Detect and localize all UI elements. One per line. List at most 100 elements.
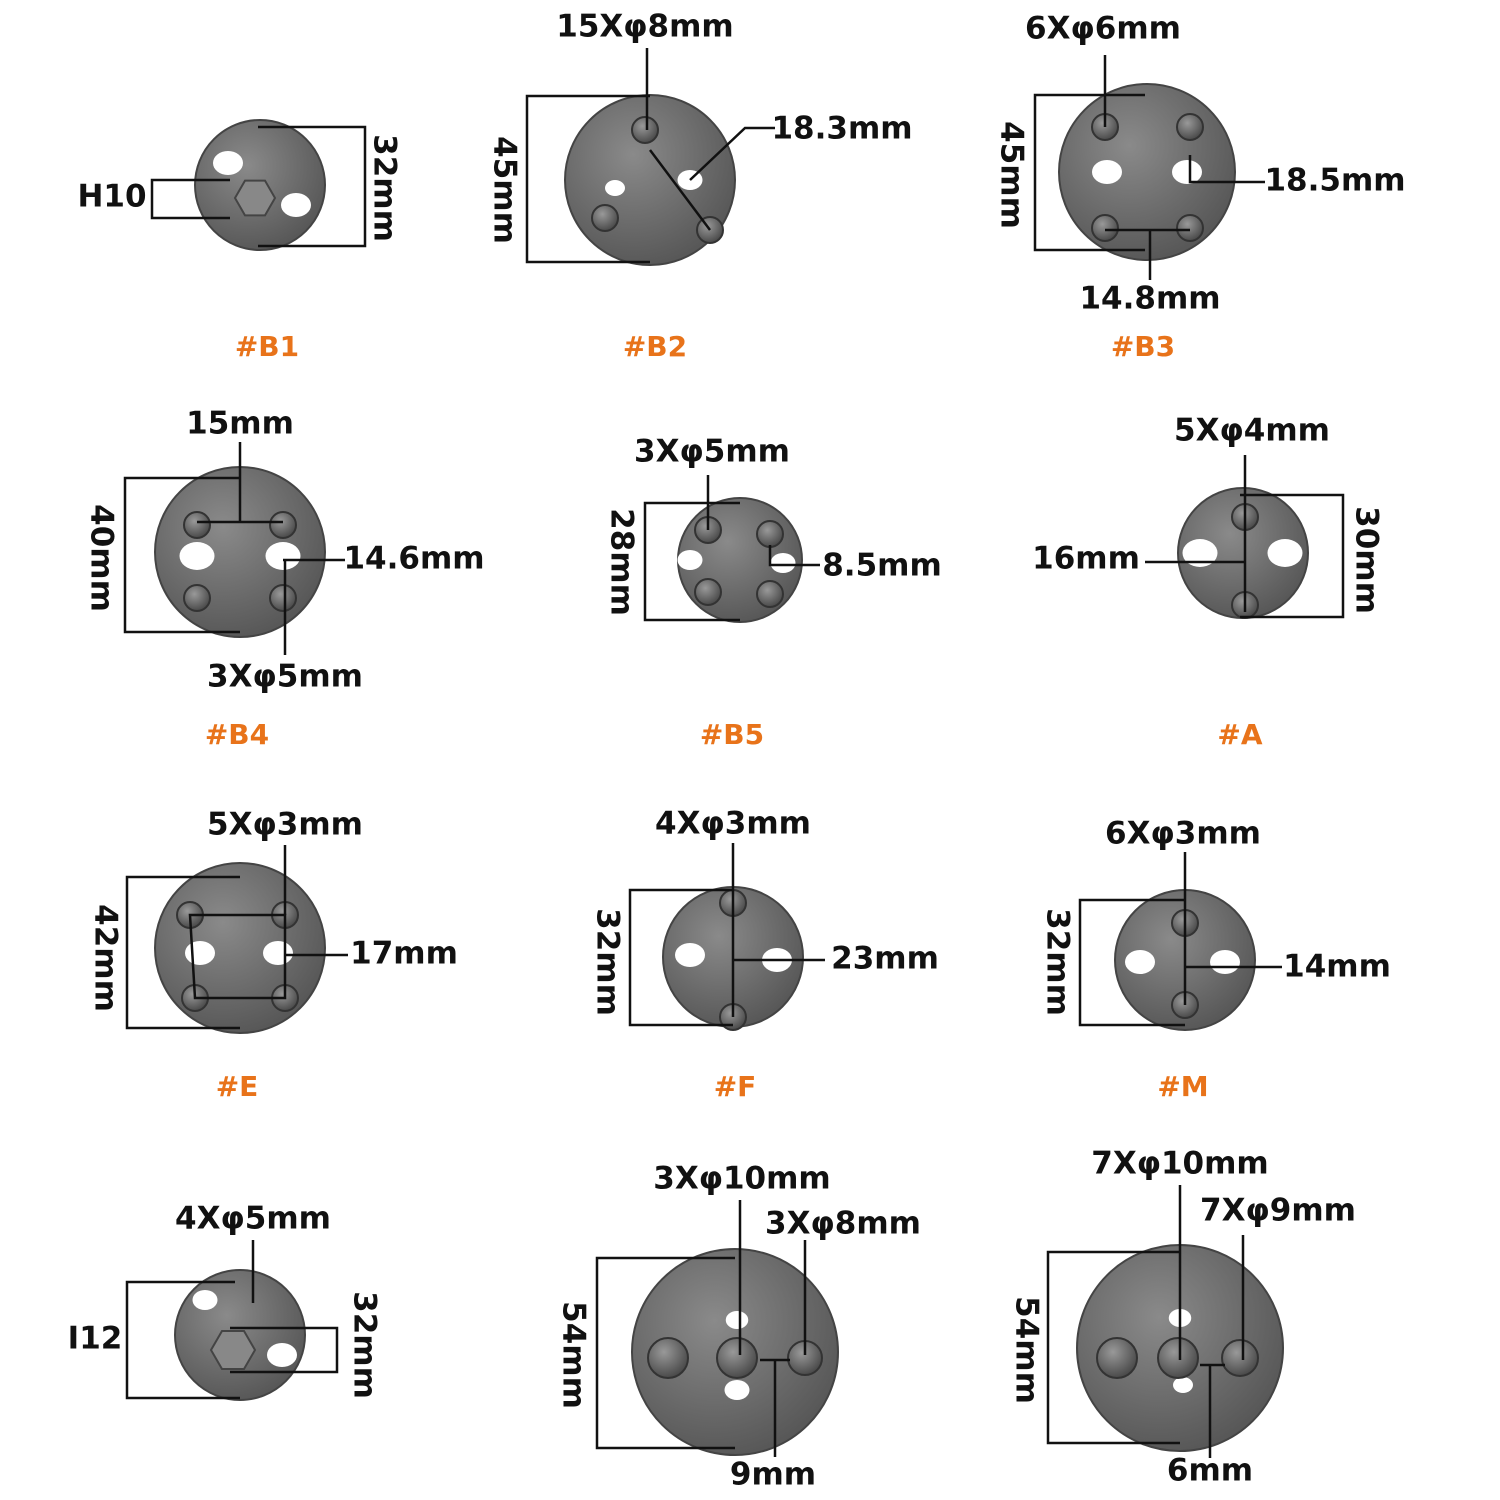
pin	[1221, 1339, 1259, 1377]
dimension-label: 28mm	[604, 508, 640, 616]
hole	[1172, 160, 1202, 184]
pin	[756, 580, 784, 608]
pin	[647, 1337, 689, 1379]
dimension-line	[150, 178, 230, 220]
pin	[756, 520, 784, 548]
hole	[1267, 539, 1303, 567]
dimension-label: 6Xφ3mm	[1105, 816, 1261, 852]
dimension-label: 40mm	[84, 504, 120, 612]
dimension-label: 18.3mm	[771, 111, 912, 147]
pin	[183, 584, 211, 612]
adapter-disc	[154, 862, 326, 1034]
dimension-line	[1078, 898, 1185, 1027]
pin	[631, 116, 659, 144]
dimension-label: 6Xφ6mm	[1025, 11, 1181, 47]
dimension-label: 32mm	[367, 134, 403, 242]
pin	[694, 578, 722, 606]
dimension-line	[643, 501, 740, 622]
dimension-line	[258, 125, 367, 248]
model-caption: #B2	[623, 330, 687, 363]
dimension-label: 14.6mm	[343, 541, 484, 577]
hole	[263, 941, 293, 965]
dimension-line	[628, 888, 733, 1027]
dimension-line	[230, 1326, 339, 1374]
dimension-label: 54mm	[556, 1301, 592, 1409]
dimension-line	[197, 442, 283, 524]
hole	[267, 1343, 297, 1367]
dimension-label: 5Xφ3mm	[207, 807, 363, 843]
pin	[1176, 214, 1204, 242]
model-caption: #F	[714, 1070, 757, 1103]
model-caption: #E	[216, 1070, 259, 1103]
dimension-line	[1240, 493, 1345, 619]
dimension-line	[188, 913, 287, 1000]
dimension-line	[1105, 228, 1190, 280]
hole	[725, 1311, 749, 1329]
dimension-label: 32mm	[1040, 908, 1076, 1016]
hole	[185, 941, 215, 965]
hole	[675, 943, 705, 967]
hole	[1092, 160, 1122, 184]
dimension-line	[768, 545, 820, 567]
pin	[1091, 214, 1119, 242]
dimension-line	[649, 149, 711, 231]
hex-bolt	[233, 179, 277, 217]
hole	[192, 1290, 218, 1310]
dimension-label: 23mm	[831, 941, 939, 977]
dimension-line	[123, 476, 240, 634]
dimension-label: 14.8mm	[1079, 281, 1220, 317]
dimension-label: 3Xφ8mm	[765, 1206, 921, 1242]
hole	[677, 550, 703, 570]
dimension-label: I12	[68, 1321, 123, 1357]
pin	[183, 511, 211, 539]
pin	[1096, 1337, 1138, 1379]
dimension-label: 15Xφ8mm	[556, 9, 733, 45]
pin	[269, 511, 297, 539]
hole	[1182, 539, 1218, 567]
dimension-line	[689, 126, 775, 181]
dimension-label: 6mm	[1167, 1453, 1253, 1489]
pin	[1157, 1337, 1199, 1379]
hex-bolt	[209, 1329, 257, 1371]
dimension-line	[1046, 1250, 1180, 1445]
hole	[770, 553, 796, 573]
dimension-label: 9mm	[730, 1457, 816, 1493]
dimension-line	[760, 1358, 790, 1457]
model-caption: #M	[1157, 1070, 1208, 1103]
model-caption: #A	[1217, 718, 1262, 751]
dimension-label: 42mm	[88, 904, 124, 1012]
dimension-label: 4Xφ5mm	[175, 1201, 331, 1237]
dimension-line	[525, 94, 650, 264]
hole	[605, 180, 625, 196]
dimension-line	[125, 875, 240, 1030]
dimension-label: 8.5mm	[822, 548, 942, 584]
dimension-label: 5Xφ4mm	[1174, 413, 1330, 449]
dimension-label: 54mm	[1009, 1296, 1045, 1404]
dimension-label: 45mm	[994, 121, 1030, 229]
model-caption: #B1	[235, 330, 299, 363]
pin	[1176, 113, 1204, 141]
dimension-label: 32mm	[347, 1291, 383, 1399]
model-caption: #B5	[700, 718, 764, 751]
dimension-label: 32mm	[590, 908, 626, 1016]
hole	[281, 193, 311, 217]
dimension-label: 4Xφ3mm	[655, 806, 811, 842]
pin	[591, 204, 619, 232]
pin	[269, 584, 297, 612]
dimension-label: 3Xφ5mm	[634, 434, 790, 470]
dimension-line	[1033, 93, 1145, 252]
dimension-label: 14mm	[1283, 949, 1391, 985]
dimension-line	[1188, 155, 1265, 184]
hole	[724, 1380, 750, 1400]
dimension-label: 7Xφ9mm	[1200, 1193, 1356, 1229]
pin	[716, 1337, 758, 1379]
hole	[179, 542, 215, 570]
dimension-label: 7Xφ10mm	[1091, 1146, 1268, 1182]
hole	[265, 542, 301, 570]
dimension-label: 3Xφ10mm	[653, 1161, 830, 1197]
hole	[1125, 950, 1155, 974]
dimension-label: 3Xφ5mm	[207, 659, 363, 695]
dimension-label: 30mm	[1349, 506, 1385, 614]
dimension-label: 17mm	[350, 936, 458, 972]
